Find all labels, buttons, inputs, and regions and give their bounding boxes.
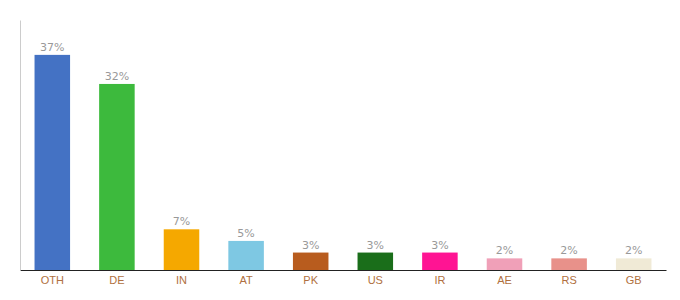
x-tick-label: AE [497,274,512,286]
data-label: 32% [105,70,129,83]
x-tick-label: PK [303,274,318,286]
x-tick-label: IR [434,274,445,286]
x-tick: AE [497,274,512,286]
bar [164,229,200,270]
x-axis-line [21,270,667,271]
bar [35,55,71,270]
x-tick: IR [434,274,445,286]
data-label: 37% [40,41,64,54]
data-label: 2% [560,244,577,257]
chart: 37% 32% 7% 5% 3% 3% 3% 2% 2% 2% OTH DE IN AT PK US IR AE R… [0,0,680,300]
bars [35,55,652,270]
bar [99,84,135,270]
bar [487,258,523,270]
data-label: 3% [431,239,448,252]
x-tick-label: AT [239,274,253,286]
y-axis-line [20,21,21,271]
x-tick: AT [239,274,253,286]
x-tick-label: IN [176,274,187,286]
y-axis [20,21,21,271]
bar [293,253,329,270]
x-tick: DE [109,274,124,286]
x-tick-label: RS [561,274,576,286]
data-labels: 37% 32% 7% 5% 3% 3% 3% 2% 2% 2% [40,41,642,257]
data-label: 3% [367,239,384,252]
data-label: 7% [173,215,190,228]
x-tick-label: GB [626,274,642,286]
data-label: 5% [237,227,254,240]
bar [358,253,394,270]
x-tick: IN [176,274,187,286]
bar [551,258,587,270]
data-label: 2% [496,244,513,257]
x-tick: PK [303,274,318,286]
x-tick-label: OTH [41,274,64,286]
data-label: 2% [625,244,642,257]
data-label: 3% [302,239,319,252]
x-axis: OTH DE IN AT PK US IR AE RS GB [21,271,667,286]
x-tick: OTH [41,274,64,286]
x-tick: GB [626,274,642,286]
bar [422,253,458,270]
x-tick-label: DE [109,274,124,286]
x-tick: US [368,274,383,286]
x-tick: RS [561,274,576,286]
x-tick-label: US [368,274,383,286]
bar [228,241,264,270]
bar [616,258,652,270]
plot: 37% 32% 7% 5% 3% 3% 3% 2% 2% 2% OTH DE IN AT PK US IR AE R… [21,21,667,286]
